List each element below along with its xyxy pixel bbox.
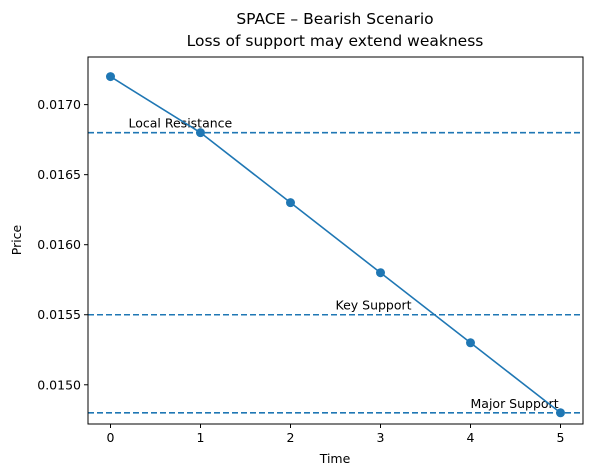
y-tick-label: 0.0160 — [37, 237, 81, 252]
y-tick-label: 0.0150 — [37, 377, 81, 392]
data-point — [466, 338, 475, 348]
x-tick-label: 5 — [557, 430, 565, 445]
x-tick-label: 1 — [197, 430, 205, 445]
reference-line-label: Key Support — [336, 298, 412, 313]
x-tick-label: 0 — [107, 430, 115, 445]
y-axis: 0.0150 0.0155 0.0160 0.0165 0.0170 — [37, 97, 88, 392]
x-axis-label: Time — [319, 451, 351, 466]
data-point — [196, 128, 205, 138]
reference-line-label: Local Resistance — [129, 116, 233, 131]
chart-title: SPACE – Bearish Scenario — [236, 10, 433, 28]
x-tick-label: 3 — [377, 430, 385, 445]
y-tick-label: 0.0165 — [37, 167, 81, 182]
plot-frame — [87, 56, 584, 425]
data-point — [556, 408, 565, 418]
chart-subtitle: Loss of support may extend weakness — [187, 32, 484, 50]
y-tick-label: 0.0170 — [37, 97, 81, 112]
data-point — [376, 268, 385, 278]
series-line — [110, 75, 561, 414]
y-tick-label: 0.0155 — [37, 307, 81, 322]
x-tick-label: 4 — [467, 430, 475, 445]
x-axis: 0 1 2 3 4 5 — [107, 424, 565, 445]
reference-line-label: Major Support — [471, 396, 559, 411]
data-point — [106, 72, 115, 82]
plot-area: Local Resistance Key Support Major Support — [88, 72, 583, 418]
y-axis-label: Price — [9, 224, 24, 255]
data-point — [286, 198, 295, 208]
x-tick-label: 2 — [287, 430, 295, 445]
